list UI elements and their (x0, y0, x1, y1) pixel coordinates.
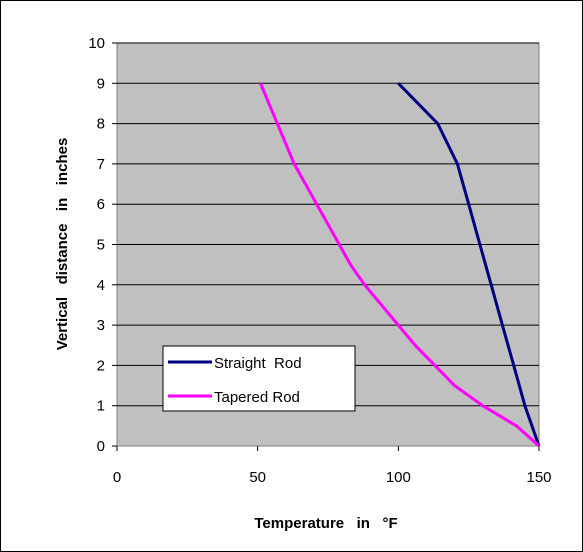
y-tick-label-3: 3 (97, 317, 105, 334)
y-tick-label-10: 10 (88, 35, 105, 52)
x-tick-label-50: 50 (249, 469, 266, 486)
y-tick-label-6: 6 (97, 196, 105, 213)
x-tick-label-100: 100 (386, 469, 411, 486)
y-tick-label-4: 4 (97, 277, 105, 294)
y-tick-label-2: 2 (97, 357, 105, 374)
legend-label-straight-rod: Straight Rod (214, 355, 302, 372)
x-tick-label-0: 0 (113, 469, 121, 486)
legend-label-tapered-rod: Tapered Rod (214, 389, 300, 406)
series-group (259, 82, 541, 448)
y-tick-label-7: 7 (97, 156, 105, 173)
x-tick-labels: 0 50 100 150 (113, 446, 552, 486)
y-tick-labels: 0 1 2 3 4 5 6 7 8 9 10 (88, 35, 117, 455)
legend: Straight Rod Tapered Rod (162, 345, 356, 412)
x-axis-title: Temperature in °F (254, 515, 397, 532)
y-tick-label-8: 8 (97, 116, 105, 133)
y-tick-label-9: 9 (97, 75, 105, 92)
y-axis-title: Vertical distance in inches (54, 138, 71, 351)
y-tick-label-1: 1 (97, 398, 105, 415)
y-tick-label-0: 0 (97, 438, 105, 455)
x-tick-label-150: 150 (526, 469, 551, 486)
y-tick-label-5: 5 (97, 237, 105, 254)
legend-box (162, 345, 356, 412)
series-line-0 (397, 82, 541, 447)
series-line-1 (259, 82, 540, 448)
